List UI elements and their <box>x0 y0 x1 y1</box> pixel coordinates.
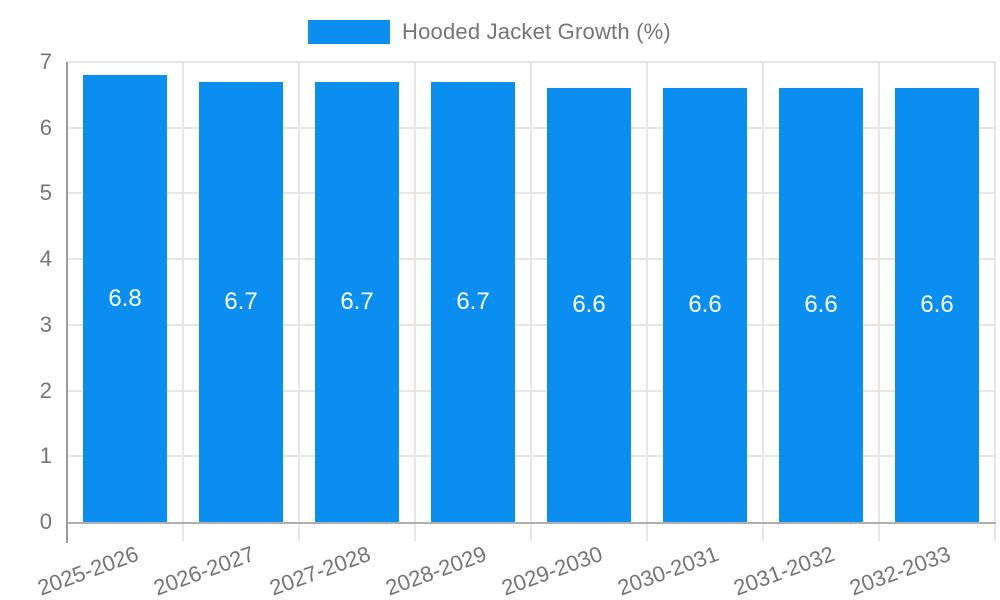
y-tick-label: 1 <box>39 443 52 469</box>
x-axis-line <box>66 522 996 524</box>
bar <box>83 75 167 522</box>
y-tick-label: 7 <box>39 49 52 74</box>
bar-value-label: 6.6 <box>920 291 954 319</box>
y-tick-label: 5 <box>39 180 52 206</box>
y-tick-label: 6 <box>39 114 52 140</box>
bar <box>663 88 747 522</box>
v-gridline <box>530 62 532 541</box>
x-tick-label: 2032-2033 <box>846 541 954 600</box>
y-tick-label: 3 <box>39 311 52 337</box>
bar <box>779 88 863 522</box>
x-tick-label: 2027-2028 <box>266 541 374 600</box>
y-axis-line <box>66 62 68 543</box>
bar-value-label: 6.6 <box>688 291 722 319</box>
v-gridline <box>182 62 184 541</box>
bar-value-label: 6.6 <box>804 291 838 319</box>
bar-value-label: 6.6 <box>572 291 606 319</box>
x-tick-label: 2025-2026 <box>34 541 142 600</box>
v-gridline <box>762 62 764 541</box>
y-tick-label: 2 <box>39 377 52 403</box>
v-gridline <box>878 62 880 541</box>
x-tick-label: 2026-2027 <box>150 541 258 600</box>
v-gridline <box>298 62 300 541</box>
legend: Hooded Jacket Growth (%) <box>308 19 671 45</box>
bar-value-label: 6.8 <box>108 284 142 312</box>
legend-swatch <box>308 20 390 44</box>
legend-label: Hooded Jacket Growth (%) <box>402 19 671 44</box>
x-tick-label: 2031-2032 <box>730 541 838 600</box>
v-gridline <box>414 62 416 541</box>
bar-value-label: 6.7 <box>224 287 258 315</box>
v-gridline <box>994 62 996 541</box>
x-tick-label: 2030-2031 <box>614 541 722 600</box>
y-tick-label: 0 <box>39 509 52 534</box>
bar <box>199 81 283 522</box>
bar <box>315 81 399 522</box>
x-tick-label: 2029-2030 <box>498 541 606 600</box>
v-gridline <box>646 62 648 541</box>
bar-value-label: 6.7 <box>340 287 374 315</box>
bar <box>895 88 979 522</box>
bar <box>431 81 515 522</box>
x-tick-label: 2028-2029 <box>382 541 490 600</box>
bar-value-label: 6.7 <box>456 287 490 315</box>
y-tick-label: 4 <box>39 246 52 272</box>
bar <box>547 88 631 522</box>
